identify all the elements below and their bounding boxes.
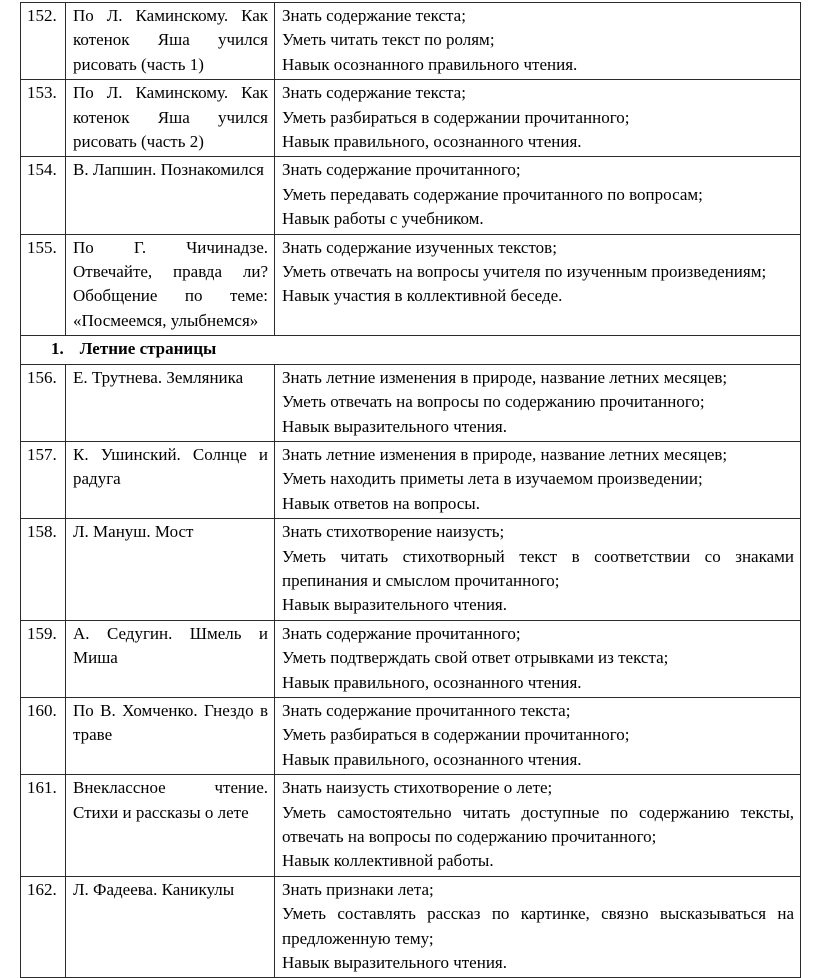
lesson-topic-text: В. Лапшин. Познакомился: [73, 160, 264, 180]
lesson-skills-cell: Знать летние изменения в природе, назван…: [274, 440, 801, 520]
skill-line: Навык ответов на вопросы.: [282, 493, 480, 513]
lesson-skills-cell: Знать стихотворение наизусть; Уметь читат…: [274, 518, 801, 621]
skill-line: Знать содержание прочитанного;: [282, 623, 521, 643]
curriculum-table: 152. По Л. Каминскому. Как котенок Яша уч…: [20, 1, 801, 978]
lesson-topic-text: Внеклассное чтение. Стихи и рассказы о л…: [73, 778, 268, 822]
skill-line: Навык участия в коллективной беседе.: [282, 286, 563, 306]
skill-line: Знать содержание текста;: [282, 83, 466, 103]
lesson-skills-cell: Знать наизусть стихотворение о лете; Умет…: [274, 774, 801, 877]
lesson-skills-cell: Знать содержание прочитанного; Уметь пере…: [274, 156, 801, 235]
lesson-topic-text: По Л. Каминскому. Как котенок Яша учился…: [73, 83, 268, 152]
skill-line: Уметь отвечать на вопросы учителя по изу…: [282, 262, 767, 282]
skill-line: Уметь читать стихотворный текст в соотве…: [282, 546, 794, 590]
skill-line: Знать содержание прочитанного текста;: [282, 700, 571, 720]
table-row: 154. В. Лапшин. Познакомился Знать содержа…: [20, 156, 801, 235]
skill-line: Навык коллективной работы.: [282, 851, 494, 871]
skill-line: Знать содержание текста;: [282, 6, 466, 25]
lesson-number-cell: 154.: [20, 156, 66, 235]
lesson-topic-text: По Г. Чичинадзе. Отвечайте, правда ли? О…: [73, 237, 268, 330]
skill-line: Навык работы с учебником.: [282, 209, 484, 229]
lesson-topic-text: По В. Хомченко. Гнездо в траве: [73, 700, 268, 745]
skill-line: Знать содержание изученных текстов;: [282, 237, 557, 257]
lesson-topic-text: К. Ушинский. Солнце и радуга: [73, 444, 268, 489]
lesson-number-cell: 162.: [20, 875, 66, 978]
lesson-topic-text: Е. Трутнева. Земляника: [73, 367, 244, 387]
lesson-topic-text: По Л. Каминскому. Как котенок Яша учился…: [73, 6, 268, 74]
lesson-number-cell: 158.: [20, 518, 66, 621]
skill-line: Уметь разбираться в содержании прочитанн…: [282, 725, 630, 745]
lesson-topic-cell: По Л. Каминскому. Как котенок Яша учился…: [65, 79, 275, 158]
section-header-cell: 1. Летние страницы: [20, 335, 801, 365]
skill-line: Знать наизусть стихотворение о лете;: [282, 778, 553, 798]
lesson-number-cell: 160.: [20, 696, 66, 776]
table-row: 156. Е. Трутнева. Земляника Знать летние и…: [20, 363, 801, 442]
lesson-skills-cell: Знать содержание прочитанного; Уметь подт…: [274, 619, 801, 698]
table-row: 162. Л. Фадеева. Каникулы Знать признаки л…: [20, 875, 801, 978]
lesson-topic-cell: В. Лапшин. Познакомился: [65, 156, 275, 235]
lesson-number-cell: 153.: [20, 79, 66, 158]
lesson-number-cell: 159.: [20, 619, 66, 698]
skill-line: Уметь передавать содержание прочитанного…: [282, 184, 703, 204]
skill-line: Уметь разбираться в содержании прочитанн…: [282, 107, 630, 127]
section-header-row: 1. Летние страницы: [20, 335, 801, 365]
skill-line: Навык правильного, осознанного чтения.: [282, 132, 582, 152]
table-row: 158. Л. Мануш. Мост Знать стихотворение на…: [20, 518, 801, 621]
lesson-number-cell: 157.: [20, 440, 66, 520]
skill-line: Знать летние изменения в природе, назван…: [282, 444, 728, 464]
lesson-topic-cell: А. Седугин. Шмель и Миша: [65, 619, 275, 698]
lesson-topic-cell: По Г. Чичинадзе. Отвечайте, правда ли? О…: [65, 233, 275, 337]
lesson-topic-cell: К. Ушинский. Солнце и радуга: [65, 440, 275, 520]
skill-line: Навык осознанного правильного чтения.: [282, 54, 578, 74]
skill-line: Уметь подтверждать свой ответ отрывками …: [282, 648, 669, 668]
skill-line: Уметь читать текст по ролям;: [282, 30, 495, 50]
lesson-number-cell: 156.: [20, 363, 66, 442]
skill-line: Знать стихотворение наизусть;: [282, 522, 505, 542]
lesson-topic-text: А. Седугин. Шмель и Миша: [73, 623, 268, 668]
skill-line: Навык правильного, осознанного чтения.: [282, 749, 582, 769]
lesson-skills-cell: Знать признаки лета; Уметь составлять рас…: [274, 875, 801, 978]
skill-line: Навык выразительного чтения.: [282, 953, 507, 973]
lesson-topic-text: Л. Мануш. Мост: [73, 522, 194, 542]
table-row: 160. По В. Хомченко. Гнездо в траве Знать …: [20, 696, 801, 776]
lesson-number-cell: 155.: [20, 233, 66, 337]
skill-line: Навык выразительного чтения.: [282, 595, 507, 615]
lesson-number-cell: 152.: [20, 1, 66, 81]
table-row: 152. По Л. Каминскому. Как котенок Яша уч…: [20, 1, 801, 81]
skill-line: Уметь составлять рассказ по картинке, св…: [282, 904, 794, 948]
lesson-skills-cell: Знать летние изменения в природе, назван…: [274, 363, 801, 442]
skill-line: Навык выразительного чтения.: [282, 416, 507, 436]
table-row: 161. Внеклассное чтение. Стихи и рассказы…: [20, 774, 801, 877]
skill-line: Знать летние изменения в природе, назван…: [282, 367, 728, 387]
lesson-topic-cell: Внеклассное чтение. Стихи и рассказы о л…: [65, 774, 275, 877]
lesson-topic-cell: По В. Хомченко. Гнездо в траве: [65, 696, 275, 776]
table-row: 153. По Л. Каминскому. Как котенок Яша уч…: [20, 79, 801, 158]
table-row: 157. К. Ушинский. Солнце и радуга Знать ле…: [20, 440, 801, 520]
lesson-topic-cell: По Л. Каминскому. Как котенок Яша учился…: [65, 1, 275, 81]
skill-line: Знать содержание прочитанного;: [282, 160, 521, 180]
table-body: 152. По Л. Каминскому. Как котенок Яша уч…: [20, 1, 801, 978]
lesson-topic-cell: Л. Мануш. Мост: [65, 518, 275, 621]
skill-line: Уметь находить приметы лета в изучаемом …: [282, 469, 703, 489]
skill-line: Уметь отвечать на вопросы по содержанию …: [282, 392, 705, 412]
table-row: 155. По Г. Чичинадзе. Отвечайте, правда л…: [20, 233, 801, 337]
lesson-skills-cell: Знать содержание изученных текстов; Уметь…: [274, 233, 801, 337]
lesson-number-cell: 161.: [20, 774, 66, 877]
lesson-topic-text: Л. Фадеева. Каникулы: [73, 879, 235, 899]
lesson-skills-cell: Знать содержание текста; Уметь разбиратьс…: [274, 79, 801, 158]
lesson-skills-cell: Знать содержание прочитанного текста; Уме…: [274, 696, 801, 776]
table-row: 159. А. Седугин. Шмель и Миша Знать содерж…: [20, 619, 801, 698]
lesson-topic-cell: Е. Трутнева. Земляника: [65, 363, 275, 442]
section-number: 1.: [51, 339, 64, 359]
skill-line: Навык правильного, осознанного чтения.: [282, 672, 582, 692]
section-title: Летние страницы: [79, 339, 217, 359]
skill-line: Знать признаки лета;: [282, 879, 434, 899]
skill-line: Уметь самостоятельно читать доступные по…: [282, 802, 794, 846]
lesson-topic-cell: Л. Фадеева. Каникулы: [65, 875, 275, 978]
lesson-skills-cell: Знать содержание текста; Уметь читать тек…: [274, 1, 801, 81]
